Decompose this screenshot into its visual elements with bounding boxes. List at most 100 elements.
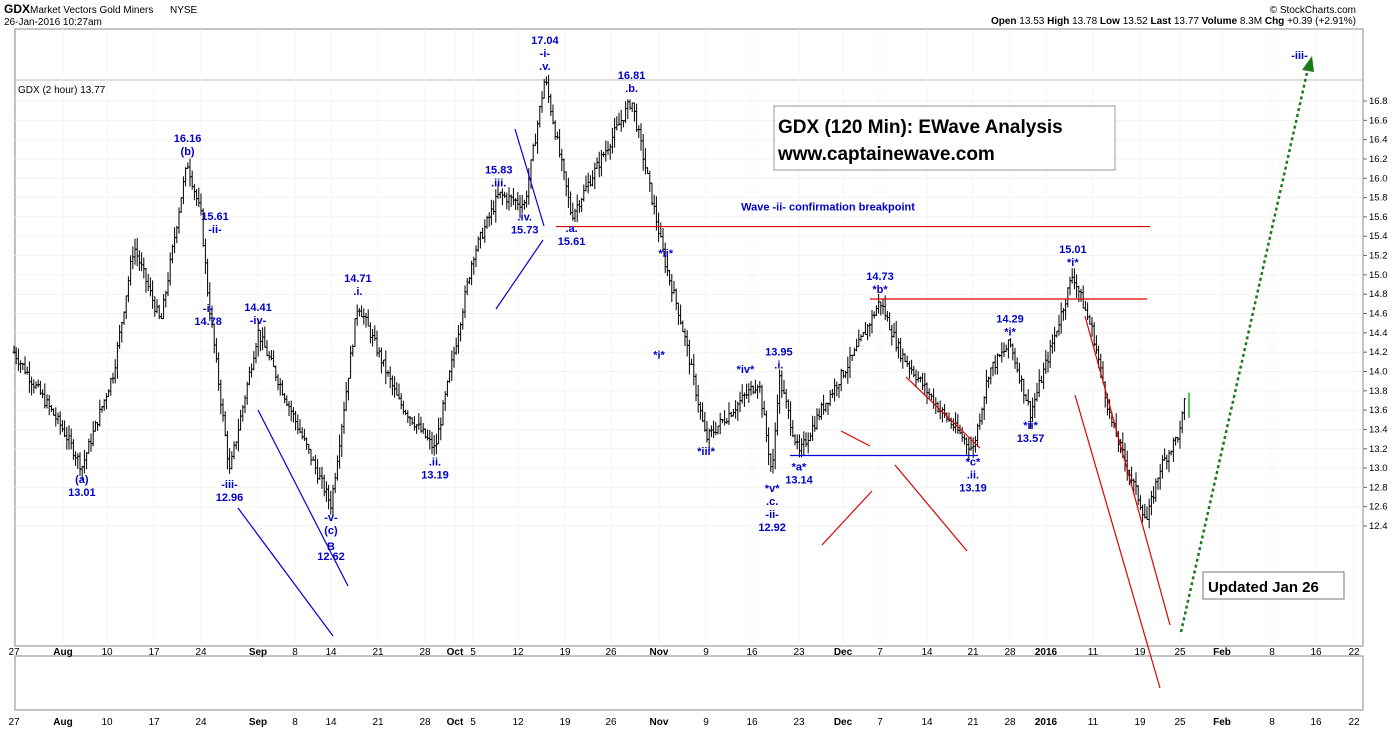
wave-label-text: .b. [625, 83, 638, 95]
wave-label-text: *c* [966, 457, 981, 469]
y-tick-label: 16.6 [1369, 115, 1388, 126]
wave-label-text: (a) [75, 474, 89, 486]
x-tick-label: 5 [470, 647, 476, 658]
wave-label: 16.16(b) [174, 133, 202, 158]
projection-arrowhead [1302, 56, 1314, 72]
x-tick-label: 16 [1310, 717, 1322, 728]
wave-label: 15.83.iii. [485, 165, 513, 190]
y-tick-label: 14.6 [1369, 309, 1388, 320]
x-tick-label: Aug [53, 647, 72, 658]
stat-label: Low [1097, 16, 1123, 27]
wave-label: *ii* [658, 248, 673, 260]
y-tick-label: 15.2 [1369, 251, 1388, 262]
x-tick-label: 16 [746, 647, 758, 658]
wave-label: *iii* [697, 446, 715, 458]
x-tick-label: 22 [1348, 647, 1360, 658]
company-name: Market Vectors Gold Miners [30, 5, 153, 16]
wave-label-text: *ii* [658, 248, 673, 260]
plot-frame [14, 28, 1364, 647]
x-tick-label: 25 [1174, 717, 1186, 728]
wave-label-text: *iii* [697, 446, 715, 458]
wave-label-text: .c. [766, 496, 778, 508]
x-tick-label: 7 [877, 647, 883, 658]
wave-label: 16.81.b. [618, 70, 646, 95]
projection-line [1179, 63, 1311, 633]
x-tick-label: 8 [1269, 647, 1275, 658]
x-tick-label: 24 [195, 717, 207, 728]
x-tick-label: 16 [746, 717, 758, 728]
x-tick-label: Oct [447, 717, 464, 728]
channel-lower [237, 507, 334, 637]
wave-label-text: 15.83 [485, 165, 513, 177]
wave-label: .a.15.61 [558, 223, 586, 248]
x-tick-label: 5 [470, 717, 476, 728]
x-tick-label: 12 [512, 647, 524, 658]
wave-label-text: -iii- [1291, 50, 1308, 62]
y-tick-label: 16.4 [1369, 135, 1388, 146]
x-tick-label: Nov [650, 717, 669, 728]
copyright-label: © StockCharts.com [1270, 5, 1356, 16]
red-up-1 [821, 490, 873, 546]
wave-label-text: 15.61 [558, 236, 586, 248]
lower-panel [14, 655, 1364, 711]
x-tick-label: Oct [447, 647, 464, 658]
wave-label-text: 14.29 [996, 313, 1024, 325]
stat-value: +0.39 (+2.91%) [1287, 16, 1356, 27]
breakpoint-label: Wave -ii- confirmation breakpoint [741, 202, 915, 214]
stat-label: Chg [1262, 16, 1287, 27]
y-tick-label: 15.6 [1369, 212, 1388, 223]
wave-label: -v-(c) B12.62 [317, 512, 345, 563]
wave-label-text: (c) [324, 525, 338, 537]
x-tick-label: 24 [195, 647, 207, 658]
wave-label-text: 13.01 [68, 487, 96, 499]
x-tick-label: 28 [1004, 717, 1016, 728]
wave-label: 15.01*i* [1059, 244, 1087, 269]
x-tick-label: 11 [1088, 647, 1099, 658]
wave-label-text: .i. [774, 359, 783, 371]
wave-label-text: 14.78 [194, 316, 222, 328]
wave-label-text: 12.92 [758, 522, 786, 534]
x-tick-label: 10 [101, 717, 113, 728]
x-tick-label: 8 [292, 717, 298, 728]
wave-label-text: 16.81 [618, 70, 646, 82]
wave-label-text: 17.04 [531, 35, 559, 47]
x-tick-label: 17 [148, 717, 160, 728]
x-tick-label: 12 [512, 717, 524, 728]
updated-label: Updated Jan 26 [1208, 579, 1319, 596]
wave-label-text: -iii- [221, 479, 238, 491]
y-tick-label: 16.8 [1369, 96, 1388, 107]
x-tick-label: 22 [1348, 717, 1360, 728]
wave-label: 14.41-iv- [244, 302, 272, 327]
wave-label-text: .ii. [967, 470, 979, 482]
wave-label: .ii.13.19 [421, 457, 449, 482]
wave-label: 14.73*b* [866, 271, 894, 296]
wave-label: *c*.ii.13.19 [959, 457, 987, 495]
x-tick-label: 9 [703, 647, 709, 658]
wave-label-text: -i- [540, 48, 551, 60]
red-down-2 [905, 376, 981, 449]
y-tick-label: 14.0 [1369, 366, 1388, 377]
y-tick-label: 16.0 [1369, 173, 1388, 184]
wave-label-text: B [327, 541, 335, 553]
wave-label-text: .v. [539, 61, 550, 73]
x-tick-label: Feb [1213, 717, 1231, 728]
x-tick-label: 16 [1310, 647, 1322, 658]
x-tick-label: 8 [292, 647, 298, 658]
wave-label-text: *v* [765, 483, 780, 495]
x-tick-label: 14 [921, 717, 933, 728]
x-tick-label: 19 [1134, 647, 1146, 658]
x-tick-label: 27 [8, 647, 20, 658]
red-down-3 [1084, 315, 1171, 626]
wave-label: (a)13.01 [68, 474, 96, 499]
wave-label: 15.61-ii- [201, 211, 229, 236]
wave-label: *a*13.14 [785, 462, 813, 487]
exchange-label: NYSE [170, 5, 198, 16]
wave-label-text: 14.41 [244, 302, 272, 314]
title-box [773, 105, 1116, 171]
wave-label: .iv.15.73 [511, 211, 539, 236]
wedge-upper [514, 128, 545, 227]
updated-box [1202, 571, 1345, 600]
x-tick-label: Sep [249, 647, 267, 658]
wave-label: -iii- [1291, 50, 1308, 62]
